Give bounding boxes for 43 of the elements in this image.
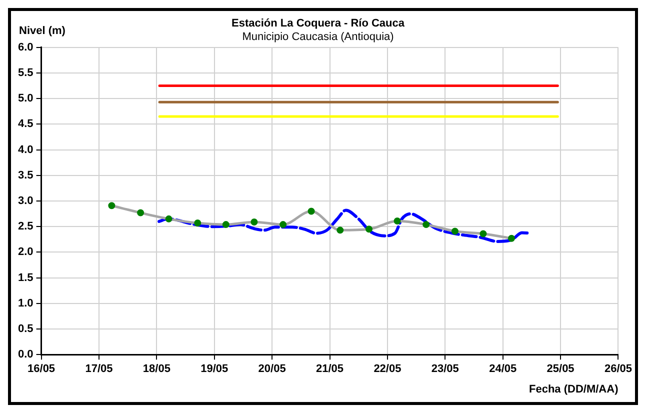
- y-tick-label: 3.0: [18, 195, 34, 208]
- x-tick-label: 23/05: [431, 363, 459, 376]
- point: [222, 221, 230, 228]
- point: [165, 215, 172, 222]
- y-tick-label: 2.0: [18, 246, 34, 258]
- point: [194, 220, 202, 227]
- y-tick-label: 6.0: [18, 41, 34, 54]
- x-tick-label: 18/05: [142, 363, 170, 376]
- x-tick-label: 17/05: [85, 363, 113, 376]
- y-tick-label: 5.0: [18, 92, 34, 105]
- point: [508, 234, 515, 242]
- point: [137, 209, 144, 216]
- chart-title: Estación La Coquera - Río Cauca: [232, 18, 406, 30]
- point: [336, 226, 344, 234]
- point: [365, 226, 372, 233]
- point: [280, 221, 287, 228]
- point: [422, 221, 430, 228]
- y-tick-label: 1.0: [18, 297, 34, 310]
- point: [451, 228, 458, 235]
- x-tick-label: 19/05: [200, 363, 228, 376]
- y-tick-label: 2.5: [18, 220, 34, 233]
- point: [394, 217, 401, 224]
- y-tick-label: 0.5: [18, 323, 34, 336]
- x-axis-title: Fecha (DD/M/AA): [529, 383, 619, 396]
- x-tick-label: 22/05: [374, 363, 402, 376]
- point: [108, 202, 116, 210]
- chart-subtitle: Municipio Caucasia (Antioquia): [242, 30, 394, 43]
- y-tick-label: 5.5: [18, 67, 34, 80]
- y-tick-label: 3.5: [18, 169, 34, 182]
- x-tick-label: 24/05: [489, 363, 517, 376]
- x-tick-label: 16/05: [28, 363, 56, 376]
- point: [480, 230, 487, 238]
- y-tick-label: 0.0: [18, 348, 34, 361]
- y-axis-title: Nivel (m): [19, 25, 66, 38]
- y-tick-label: 1.5: [18, 272, 34, 284]
- x-tick-label: 26/05: [604, 363, 632, 376]
- x-tick-label: 20/05: [258, 363, 286, 376]
- point: [250, 218, 258, 226]
- x-tick-label: 21/05: [316, 363, 344, 376]
- y-tick-label: 4.5: [18, 118, 34, 130]
- y-tick-label: 4.0: [18, 144, 34, 156]
- x-tick-label: 25/05: [546, 363, 574, 376]
- point: [308, 208, 315, 215]
